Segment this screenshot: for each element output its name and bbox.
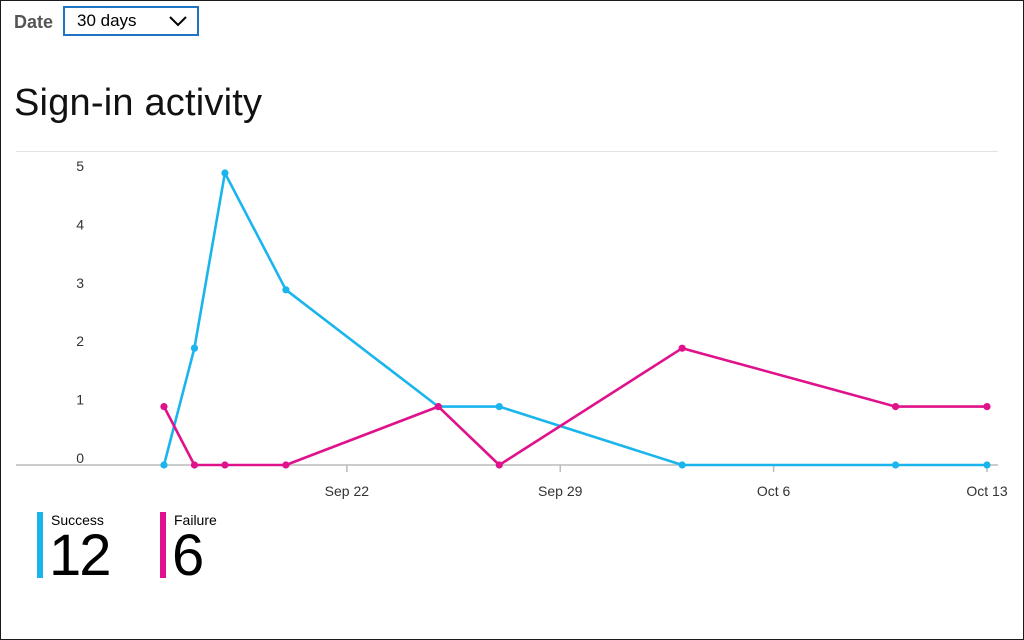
- x-tick-label: Oct 6: [757, 483, 791, 499]
- sign-in-activity-chart: 0 1 2 3 4 5 Sep 22 Sep 29 Oct 6 Oct 13: [16, 158, 1008, 499]
- x-tick-label: Sep 29: [538, 483, 583, 499]
- data-point-failure[interactable]: [190, 461, 199, 469]
- date-filter: Date 30 days: [14, 6, 200, 36]
- y-tick-label: 2: [76, 333, 84, 349]
- legend-label-failure: Failure: [174, 512, 217, 528]
- x-tick-label: Oct 13: [966, 483, 1007, 499]
- data-point-failure[interactable]: [282, 461, 290, 469]
- title-divider: [16, 151, 998, 152]
- legend-swatch-failure: [160, 512, 166, 578]
- data-point-failure[interactable]: [160, 403, 168, 411]
- series-layer: [160, 169, 991, 469]
- data-point-failure[interactable]: [678, 344, 686, 352]
- y-tick-label: 4: [76, 216, 84, 232]
- series-line-failure: [162, 346, 987, 467]
- date-range-dropdown[interactable]: 30 days: [63, 6, 200, 36]
- data-point-failure[interactable]: [221, 461, 229, 469]
- y-tick-label: 0: [76, 450, 84, 466]
- data-point-success[interactable]: [983, 461, 991, 469]
- y-tick-label: 5: [76, 158, 84, 174]
- data-point-failure[interactable]: [495, 461, 503, 469]
- legend-value-failure: 6: [172, 523, 204, 588]
- x-tick-label: Sep 22: [325, 483, 370, 499]
- chevron-down-icon: [169, 15, 187, 27]
- date-filter-label: Date: [14, 11, 54, 32]
- data-point-success[interactable]: [160, 461, 168, 469]
- y-axis: 0 1 2 3 4 5: [76, 158, 84, 466]
- y-tick-label: 3: [76, 275, 84, 291]
- x-axis: Sep 22 Sep 29 Oct 6 Oct 13: [16, 464, 1008, 499]
- data-point-failure[interactable]: [434, 403, 442, 411]
- legend-value-success: 12: [49, 523, 111, 588]
- data-point-failure[interactable]: [891, 403, 900, 411]
- data-point-success[interactable]: [221, 169, 229, 177]
- series-line-success: [162, 171, 987, 467]
- data-point-success[interactable]: [190, 344, 199, 352]
- legend-swatch-success: [37, 512, 43, 578]
- data-point-success[interactable]: [678, 461, 686, 469]
- data-point-success[interactable]: [282, 286, 290, 294]
- y-tick-label: 1: [76, 392, 84, 408]
- data-point-success[interactable]: [495, 403, 503, 411]
- legend-label-success: Success: [51, 512, 104, 528]
- page-title: Sign-in activity: [14, 82, 263, 124]
- data-point-success[interactable]: [891, 461, 900, 469]
- data-point-failure[interactable]: [983, 403, 991, 411]
- date-range-value: 30 days: [77, 11, 137, 30]
